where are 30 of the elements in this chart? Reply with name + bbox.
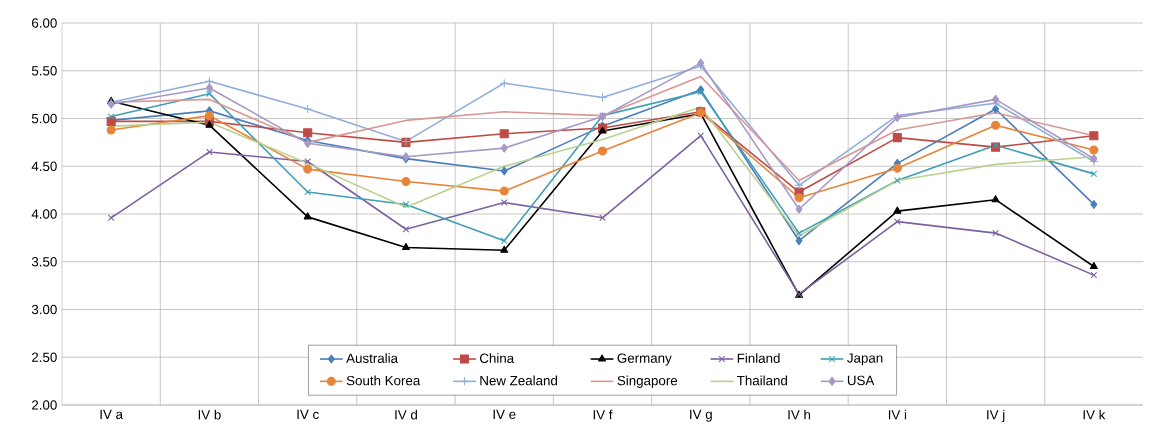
- legend-label: South Korea: [346, 375, 421, 386]
- legend-label: Thailand: [737, 375, 787, 386]
- x-tick-label: IV a: [100, 409, 123, 420]
- legend-label: China: [479, 353, 515, 363]
- y-tick-label: 4.00: [31, 209, 57, 219]
- x-tick-label: IV c: [297, 409, 319, 420]
- y-tick-label: 3.00: [31, 304, 57, 315]
- y-tick-label: 2.50: [32, 352, 57, 362]
- legend-label: New Zealand: [480, 375, 557, 386]
- x-tick-label: IV i: [888, 409, 907, 420]
- x-tick-label: IV g: [690, 409, 712, 422]
- x-tick-label: IV h: [788, 409, 811, 420]
- legend-label: Finland: [737, 353, 780, 363]
- legend-label: Germany: [617, 353, 672, 366]
- x-tick-label: IV f: [593, 409, 613, 420]
- y-tick-label: 6.00: [32, 18, 57, 28]
- y-tick-label: 3.50: [31, 257, 57, 267]
- x-tick-label: IV e: [493, 409, 516, 420]
- legend-label: Singapore: [617, 375, 678, 388]
- y-tick-label: 4.50: [31, 161, 57, 171]
- x-tick-label: IV b: [198, 409, 221, 420]
- x-tick-label: IV d: [395, 409, 417, 420]
- y-tick-label: 5.00: [31, 113, 57, 124]
- y-tick-label: 2.00: [32, 400, 57, 410]
- y-tick-label: 5.50: [31, 66, 57, 76]
- legend-label: Australia: [346, 353, 399, 363]
- legend-label: USA: [847, 375, 875, 386]
- x-tick-label: IV k: [1083, 409, 1106, 420]
- legend-label: Japan: [847, 353, 883, 366]
- x-tick-label: IV j: [987, 409, 1005, 423]
